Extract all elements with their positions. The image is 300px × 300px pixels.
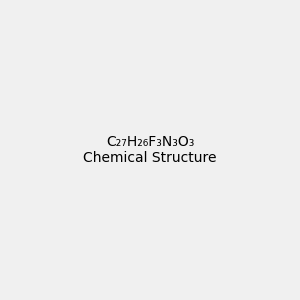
Text: C₂₇H₂₆F₃N₃O₃
Chemical Structure: C₂₇H₂₆F₃N₃O₃ Chemical Structure bbox=[83, 135, 217, 165]
